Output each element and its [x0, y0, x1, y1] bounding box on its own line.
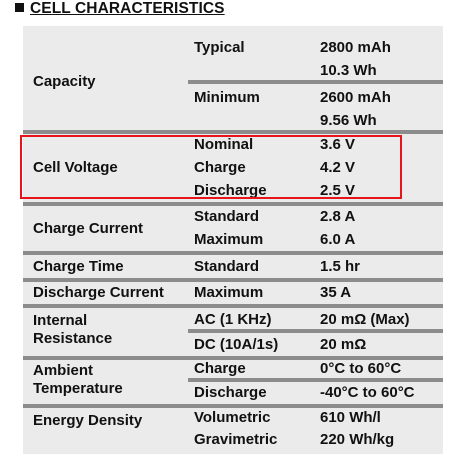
cell-voltage-highlight-box [20, 135, 402, 199]
cell-characteristics-table: Capacity Typical 2800 mAh 10.3 Wh Minimu… [23, 26, 443, 454]
voltage-nominal-label: Nominal [194, 136, 254, 153]
capacity-minimum-mah: 2600 mAh [320, 89, 391, 106]
section-title: CELL CHARACTERISTICS [15, 0, 225, 18]
resistance-dc-label: DC (10A/1s) [194, 336, 279, 353]
charge-current-maximum-label: Maximum [194, 231, 264, 248]
capacity-typical-label: Typical [194, 39, 245, 56]
row-separator [23, 404, 443, 408]
internal-resistance-label-line2: Resistance [33, 330, 113, 347]
charge-current-label: Charge Current [33, 220, 144, 237]
resistance-ac-value: 20 mΩ (Max) [320, 311, 410, 328]
capacity-typical-wh: 10.3 Wh [320, 62, 377, 79]
energy-gravimetric-label: Gravimetric [194, 431, 278, 448]
square-bullet-icon [15, 3, 24, 12]
temperature-sub-separator [188, 378, 443, 382]
voltage-nominal-value: 3.6 V [320, 136, 356, 153]
capacity-label: Capacity [33, 73, 96, 90]
voltage-discharge-value: 2.5 V [320, 182, 356, 199]
charge-current-maximum-value: 6.0 A [320, 231, 356, 248]
charge-time-standard-value: 1.5 hr [320, 258, 361, 275]
row-separator [23, 130, 443, 134]
capacity-minimum-label: Minimum [194, 89, 260, 106]
temperature-discharge-value: -40°C to 60°C [320, 384, 415, 401]
charge-current-standard-value: 2.8 A [320, 208, 356, 225]
temperature-charge-value: 0°C to 60°C [320, 360, 402, 377]
voltage-charge-label: Charge [194, 159, 246, 176]
row-separator [23, 251, 443, 255]
row-separator [23, 356, 443, 360]
discharge-current-maximum-label: Maximum [194, 284, 264, 301]
row-separator [23, 304, 443, 308]
resistance-sub-separator [188, 329, 443, 333]
capacity-typical-mah: 2800 mAh [320, 39, 391, 56]
energy-gravimetric-value: 220 Wh/kg [320, 431, 395, 448]
voltage-discharge-label: Discharge [194, 182, 267, 199]
temperature-charge-label: Charge [194, 360, 246, 377]
ambient-temperature-label-line1: Ambient [33, 362, 93, 379]
energy-volumetric-value: 610 Wh/l [320, 409, 381, 426]
voltage-charge-value: 4.2 V [320, 159, 356, 176]
internal-resistance-label-line1: Internal [33, 312, 88, 329]
resistance-ac-label: AC (1 KHz) [194, 311, 272, 328]
charge-time-standard-label: Standard [194, 258, 260, 275]
cell-voltage-label: Cell Voltage [33, 159, 118, 176]
section-title-text: CELL CHARACTERISTICS [30, 0, 225, 17]
charge-current-standard-label: Standard [194, 208, 260, 225]
temperature-discharge-label: Discharge [194, 384, 267, 401]
energy-density-label: Energy Density [33, 412, 143, 429]
row-separator [23, 202, 443, 206]
capacity-minimum-wh: 9.56 Wh [320, 112, 377, 129]
resistance-dc-value: 20 mΩ [320, 336, 367, 353]
charge-time-label: Charge Time [33, 258, 124, 275]
capacity-sub-separator [188, 80, 443, 84]
row-separator [23, 278, 443, 282]
discharge-current-label: Discharge Current [33, 284, 164, 301]
energy-volumetric-label: Volumetric [194, 409, 271, 426]
discharge-current-maximum-value: 35 A [320, 284, 352, 301]
ambient-temperature-label-line2: Temperature [33, 380, 123, 397]
